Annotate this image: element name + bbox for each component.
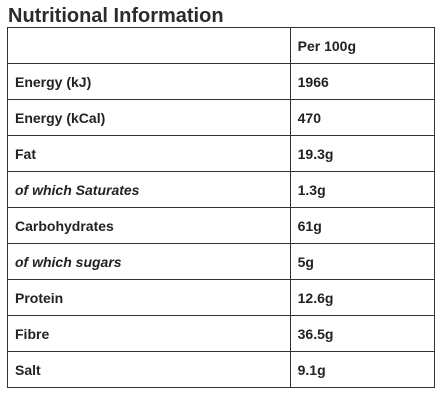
nutrient-value-cell: 19.3g [289,135,436,172]
table-row: Energy (kCal) 470 [7,99,436,136]
table-row: Energy (kJ) 1966 [7,63,436,100]
page-title: Nutritional Information [8,5,224,27]
table-row: Fibre 36.5g [7,315,436,352]
table-row: Protein 12.6g [7,279,436,316]
table-header-row: Per 100g [7,27,436,64]
nutrient-name-cell: Protein [7,279,291,316]
nutrition-table: Per 100g Energy (kJ) 1966 Energy (kCal) … [7,27,436,388]
nutrient-name-cell: Energy (kJ) [7,63,291,100]
header-cell-nutrient [7,27,291,64]
table-row: Carbohydrates 61g [7,207,436,244]
nutrient-value-cell: 9.1g [289,351,436,388]
nutrient-value-cell: 5g [289,243,436,280]
nutrient-name-cell: Fibre [7,315,291,352]
table-row: Fat 19.3g [7,135,436,172]
nutrition-table-body: Per 100g Energy (kJ) 1966 Energy (kCal) … [7,27,436,388]
nutrient-value-cell: 470 [289,99,436,136]
nutrient-value-cell: 61g [289,207,436,244]
nutrient-value-cell: 1.3g [289,171,436,208]
nutrient-value-cell: 36.5g [289,315,436,352]
nutrient-name-cell: Fat [7,135,291,172]
nutrient-subname-cell: of which Saturates [7,171,291,208]
header-cell-per-100g: Per 100g [289,27,436,64]
table-row: of which Saturates 1.3g [7,171,436,208]
nutrient-value-cell: 1966 [289,63,436,100]
nutrient-name-cell: Carbohydrates [7,207,291,244]
nutrient-subname-cell: of which sugars [7,243,291,280]
table-row: of which sugars 5g [7,243,436,280]
nutrient-value-cell: 12.6g [289,279,436,316]
table-row: Salt 9.1g [7,351,436,388]
nutrient-name-cell: Energy (kCal) [7,99,291,136]
nutrient-name-cell: Salt [7,351,291,388]
